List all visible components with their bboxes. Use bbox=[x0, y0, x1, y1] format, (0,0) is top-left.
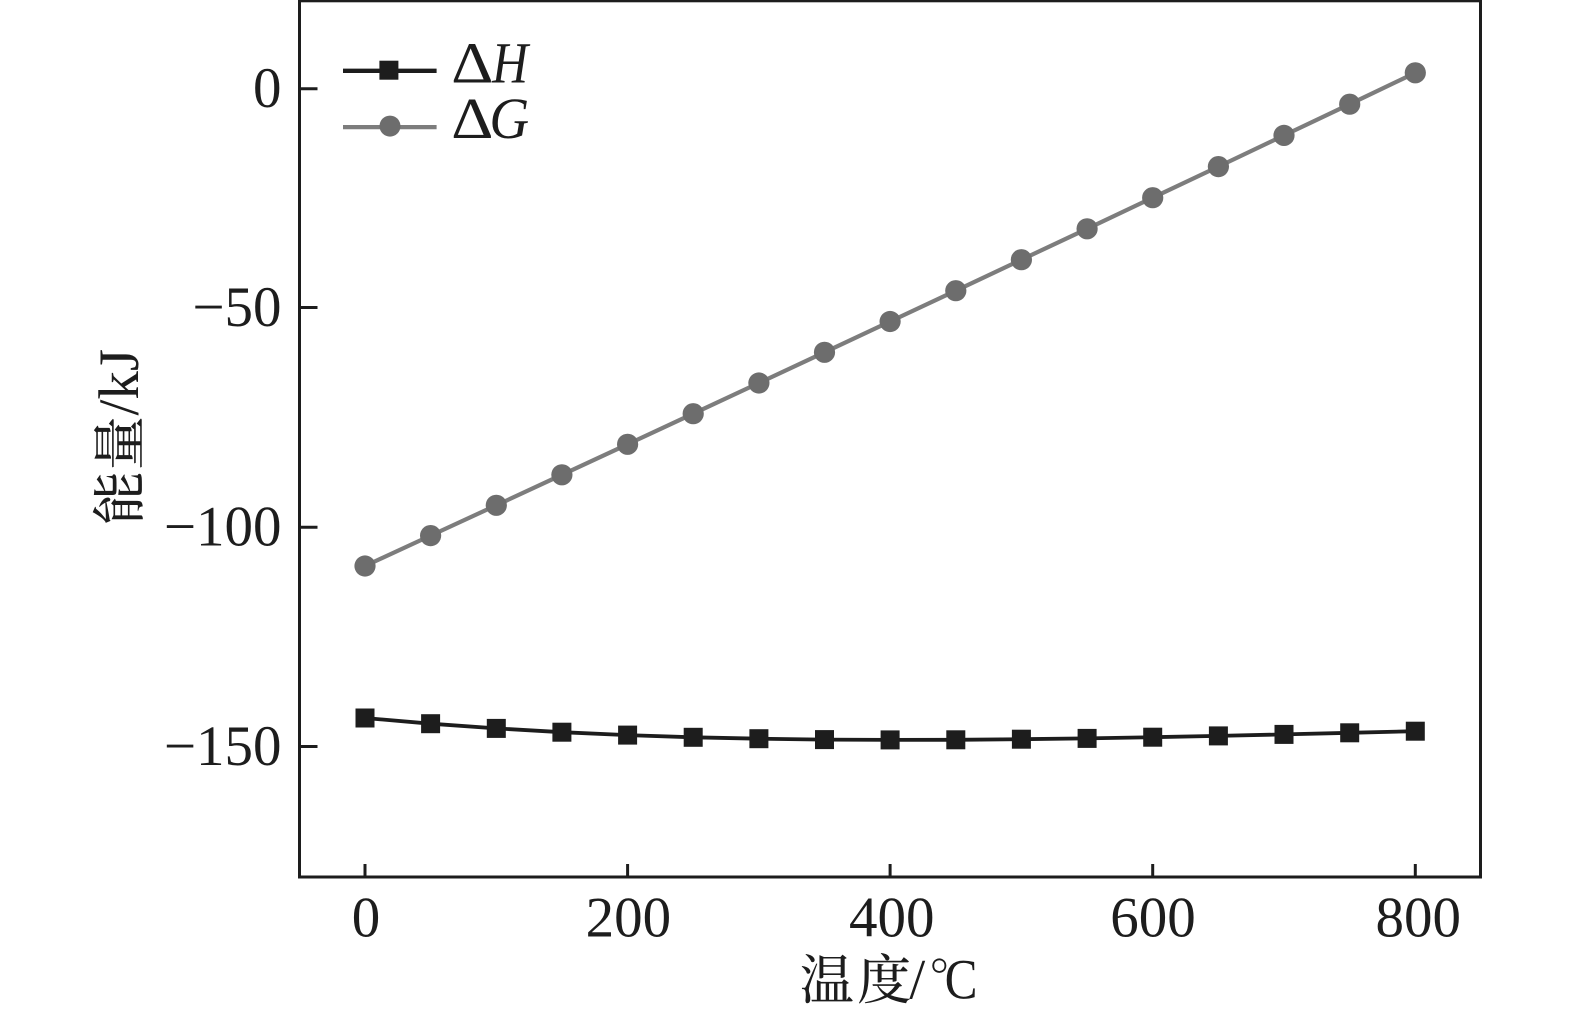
svg-text:H: H bbox=[491, 31, 531, 95]
svg-text:0: 0 bbox=[352, 887, 381, 950]
svg-text:0: 0 bbox=[253, 57, 282, 120]
svg-text:Δ: Δ bbox=[451, 32, 493, 96]
svg-text:−50: −50 bbox=[192, 276, 281, 339]
svg-text:400: 400 bbox=[849, 887, 935, 950]
svg-text:−150: −150 bbox=[164, 715, 282, 778]
svg-text:/kJ: /kJ bbox=[88, 349, 151, 416]
svg-text:200: 200 bbox=[586, 887, 672, 950]
svg-text:600: 600 bbox=[1110, 887, 1196, 950]
svg-text:Δ: Δ bbox=[451, 87, 493, 151]
svg-text:−100: −100 bbox=[164, 496, 282, 559]
svg-text:/: / bbox=[909, 948, 925, 1011]
svg-text:800: 800 bbox=[1376, 887, 1462, 950]
svg-text:G: G bbox=[489, 88, 529, 152]
